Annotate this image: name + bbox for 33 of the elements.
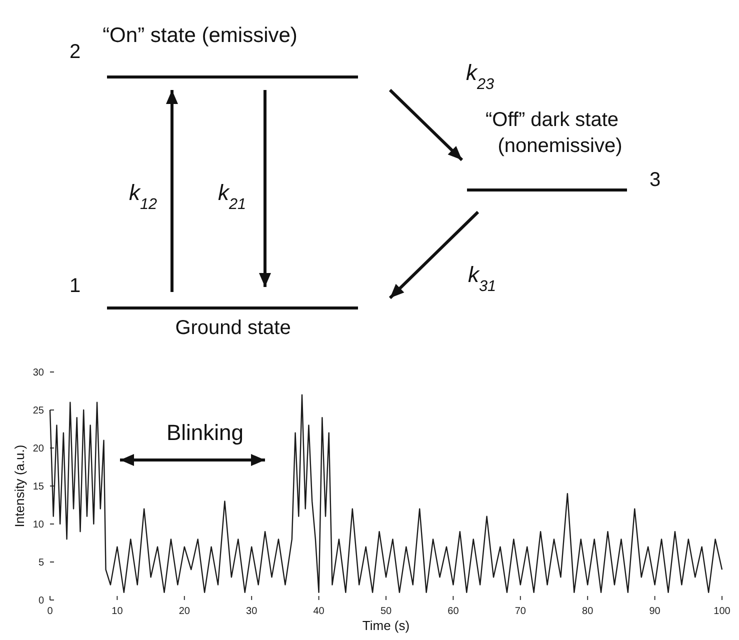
x-tick-label: 10: [112, 606, 124, 617]
text: (nonemissive): [498, 135, 622, 157]
text: k$_{12}$: [128, 180, 158, 212]
x-tick-label: 40: [313, 606, 325, 617]
y-tick-label: 25: [32, 406, 44, 416]
x-tick-label: 0: [47, 606, 54, 617]
text: k$_{21}$: [218, 180, 246, 212]
text: Ground state: [175, 317, 291, 339]
y-tick-label: 10: [32, 520, 44, 530]
line-series: [49, 394, 723, 593]
y-tick-label: 5: [38, 558, 44, 568]
annotation: Blinking: [166, 420, 244, 445]
x-tick-label: 80: [582, 606, 594, 617]
y-tick-label: 15: [32, 482, 44, 492]
text: “On” state (emissive): [102, 24, 298, 47]
y-tick-label: 30: [32, 368, 44, 378]
x-axis-title: Time (s): [362, 618, 410, 633]
text: 1: [69, 275, 81, 297]
y-axis-title: Intensity (a.u.): [12, 444, 27, 528]
y-tick-label: 20: [32, 444, 44, 454]
x-tick-label: 30: [246, 606, 258, 617]
x-tick-label: 60: [448, 606, 460, 617]
x-tick-label: 90: [649, 606, 661, 617]
text: 3: [649, 169, 661, 191]
text: k$_{31}$: [468, 262, 496, 294]
text: k$_{23}$: [466, 60, 494, 92]
x-tick-label: 50: [380, 606, 392, 617]
x-tick-label: 70: [514, 606, 526, 617]
x-tick-label: 100: [714, 606, 731, 617]
x-tick-label: 20: [178, 606, 190, 617]
text: “Off” dark state: [485, 109, 619, 131]
text: 2: [69, 41, 81, 63]
y-tick-label: 0: [38, 596, 44, 606]
